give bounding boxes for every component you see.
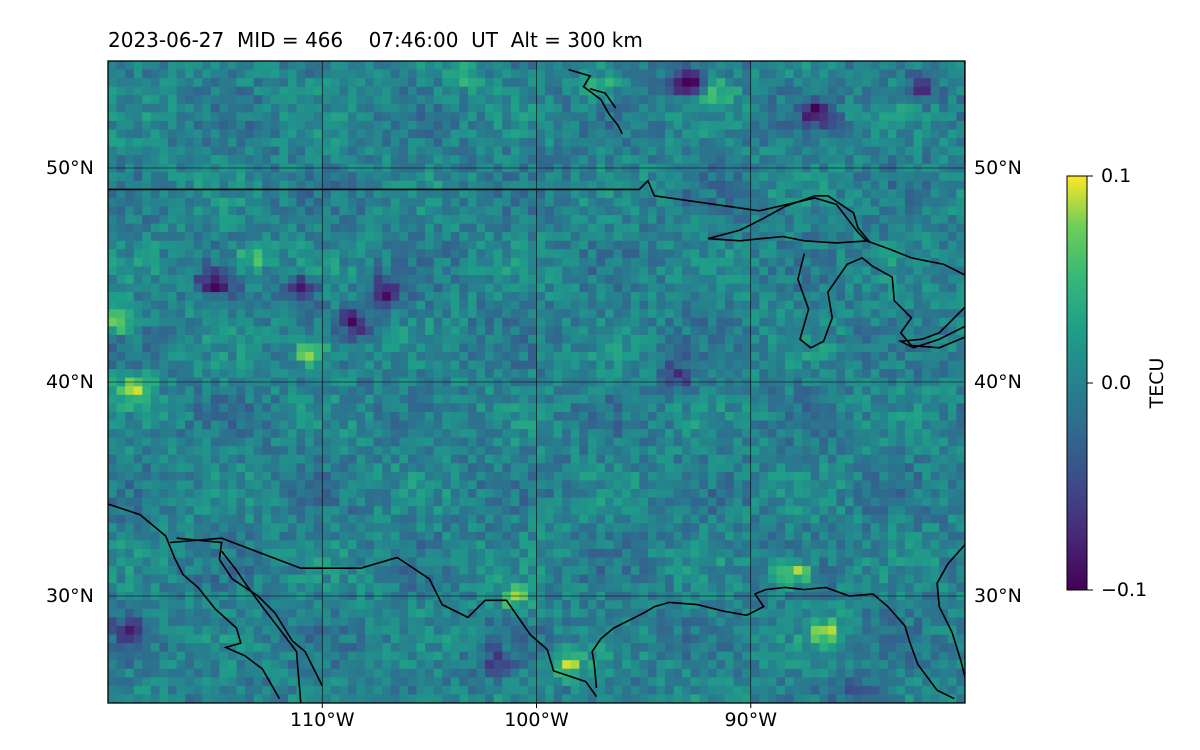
axis-ticks [321, 703, 752, 708]
lat-tick-label-left: 30°N [46, 585, 94, 607]
coastline [108, 503, 281, 700]
colorbar [1066, 175, 1088, 591]
lon-tick-label: 100°W [504, 709, 569, 731]
coastline [589, 88, 617, 109]
coastline [707, 195, 871, 244]
lat-tick-label-left: 40°N [46, 371, 94, 393]
lon-tick-label: 90°W [724, 709, 777, 731]
coastlines [108, 61, 965, 703]
colorbar-tick-label: 0.1 [1101, 165, 1132, 187]
title-mid: MID = 466 [236, 28, 344, 52]
colorbar-label: TECU [1146, 357, 1168, 409]
title-alt: Alt = 300 km [510, 28, 643, 52]
lat-tick-label-right: 40°N [974, 371, 1022, 393]
coastline [797, 253, 965, 349]
coastline [897, 306, 965, 349]
coastline [176, 537, 324, 687]
coastline [568, 68, 623, 135]
map-title: 2023-06-27 MID = 466 07:46:00 UT Alt = 3… [108, 28, 643, 52]
lon-tick-label: 110°W [289, 709, 355, 731]
title-date: 2023-06-27 [108, 28, 225, 52]
colorbar-tick-label: 0.0 [1101, 372, 1132, 394]
colorbar-tick-label: −0.1 [1101, 579, 1148, 601]
lat-tick-label-right: 30°N [974, 585, 1022, 607]
colorbar-ticks [1087, 175, 1093, 591]
graticule [108, 61, 965, 703]
coastline [170, 537, 598, 698]
lat-tick-label-left: 50°N [46, 157, 94, 179]
title-time: 07:46:00 UT [368, 28, 498, 52]
coastline [591, 586, 955, 700]
coastline [220, 550, 302, 703]
coastline [108, 179, 965, 276]
lat-tick-label-right: 50°N [974, 157, 1022, 179]
coastline [936, 544, 965, 678]
